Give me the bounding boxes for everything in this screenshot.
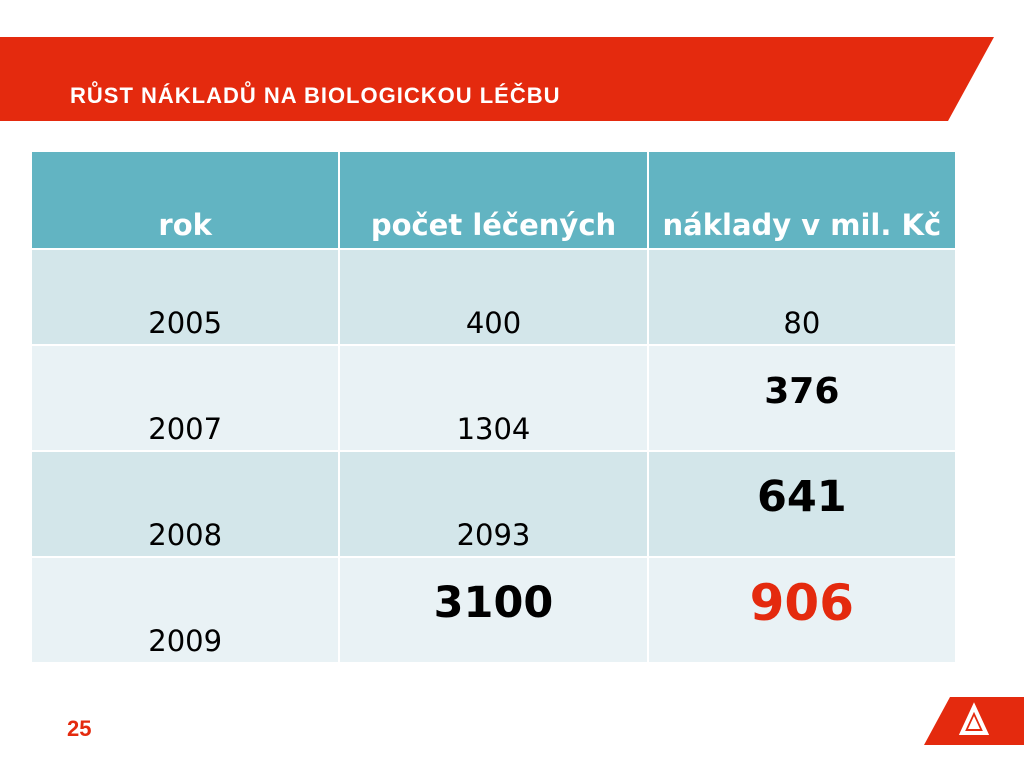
cell-year: 2008 bbox=[29, 450, 341, 558]
cost-value: 641 bbox=[756, 472, 847, 522]
company-logo-icon bbox=[924, 697, 1024, 745]
header-patients: počet léčených bbox=[338, 150, 649, 250]
cell-patients: 2093 bbox=[338, 450, 649, 558]
cell-year: 2005 bbox=[29, 248, 341, 346]
table-row: 2009 3100 906 bbox=[29, 556, 958, 664]
cost-value: 906 bbox=[749, 574, 855, 632]
table-header-row: rok počet léčených náklady v mil. Kč bbox=[29, 150, 958, 250]
page-number: 25 bbox=[67, 716, 92, 741]
cell-costs: 80 bbox=[646, 248, 958, 346]
cell-patients: 1304 bbox=[338, 344, 649, 452]
header-year: rok bbox=[29, 150, 341, 250]
patients-value: 3100 bbox=[433, 578, 554, 628]
table-row: 2005 400 80 bbox=[29, 248, 958, 346]
cell-year: 2009 bbox=[29, 556, 341, 664]
cell-patients: 3100 bbox=[338, 556, 649, 664]
cost-value: 376 bbox=[764, 370, 840, 412]
cell-patients: 400 bbox=[338, 248, 649, 346]
cell-costs: 376 bbox=[646, 344, 958, 452]
header-costs: náklady v mil. Kč bbox=[646, 150, 958, 250]
table-row: 2007 1304 376 bbox=[29, 344, 958, 452]
cell-costs: 906 bbox=[646, 556, 958, 664]
costs-table: rok počet léčených náklady v mil. Kč 200… bbox=[29, 150, 958, 664]
cell-year: 2007 bbox=[29, 344, 341, 452]
cell-costs: 641 bbox=[646, 450, 958, 558]
table-row: 2008 2093 641 bbox=[29, 450, 958, 558]
slide-title: RŮST NÁKLADŮ NA BIOLOGICKOU LÉČBU bbox=[70, 83, 561, 108]
title-banner bbox=[0, 37, 994, 121]
